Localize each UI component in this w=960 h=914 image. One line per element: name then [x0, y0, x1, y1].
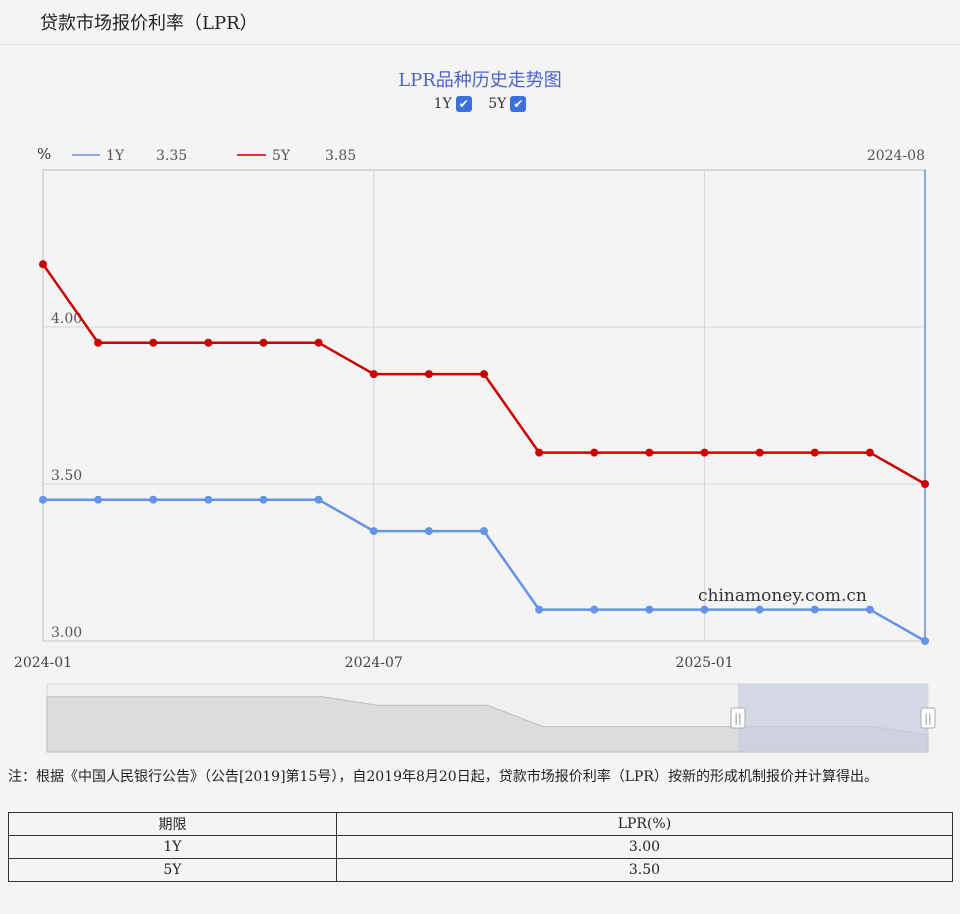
data-point-1y[interactable]: [645, 605, 654, 614]
series-line-1y: [43, 498, 926, 643]
data-point-1y[interactable]: [39, 495, 47, 504]
toggle-1y[interactable]: 1Y ✔: [434, 96, 472, 112]
series-layer: [39, 260, 929, 645]
data-point-1y[interactable]: [369, 527, 378, 536]
x-tick-label: 2024-07: [345, 655, 403, 671]
data-point-5y[interactable]: [590, 448, 599, 457]
data-point-5y[interactable]: [645, 448, 654, 457]
data-point-5y[interactable]: [700, 448, 709, 457]
data-point-1y[interactable]: [480, 527, 488, 536]
data-point-1y[interactable]: [94, 495, 103, 504]
cell-rate: 3.50: [335, 858, 954, 882]
checkbox-checked-icon[interactable]: ✔: [510, 96, 527, 112]
data-point-1y[interactable]: [590, 605, 599, 614]
line-chart[interactable]: % 1Y 3.35 5Y 3.85 2024-08 3.00 3.50 4.00 2…: [0, 0, 960, 760]
x-tick-label: 2024-01: [14, 655, 72, 671]
cell-term: 5Y: [8, 858, 337, 882]
data-point-5y[interactable]: [369, 370, 378, 379]
x-tick-label: 2025-01: [675, 655, 733, 671]
data-point-1y[interactable]: [259, 495, 268, 504]
data-point-1y[interactable]: [424, 527, 433, 536]
data-point-1y[interactable]: [921, 637, 929, 645]
footnote: 注：根据《中国人民银行公告》（公告[2019]第15号），自2019年8月20日…: [8, 769, 878, 785]
data-point-1y[interactable]: [204, 495, 213, 504]
data-point-5y[interactable]: [865, 448, 874, 457]
zoom-selection[interactable]: [738, 684, 928, 752]
data-point-5y[interactable]: [810, 448, 819, 457]
header-term: 期限: [8, 812, 337, 836]
legend-5y-name: 5Y: [272, 148, 291, 164]
table-row: 5Y 3.50: [8, 858, 954, 882]
data-point-5y[interactable]: [204, 338, 213, 347]
data-point-5y[interactable]: [755, 448, 764, 457]
watermark: chinamoney.com.cn: [698, 586, 867, 606]
data-point-5y[interactable]: [94, 338, 103, 347]
data-point-1y[interactable]: [314, 495, 323, 504]
grid: [43, 170, 925, 642]
data-point-5y[interactable]: [535, 448, 544, 457]
toggle-1y-label: 1Y: [433, 96, 452, 112]
data-point-1y[interactable]: [700, 605, 709, 614]
cell-term: 1Y: [8, 835, 337, 859]
plot-frame: [42, 169, 926, 642]
series-toggles: 1Y ✔ 5Y ✔: [0, 96, 960, 112]
zoom-handle-right[interactable]: [920, 707, 936, 729]
header-lpr: LPR(%): [335, 812, 954, 836]
data-point-1y[interactable]: [865, 605, 874, 614]
toggle-5y-label: 5Y: [488, 96, 507, 112]
y-tick-label: 3.00: [51, 625, 82, 641]
grip-icon: ||: [924, 712, 931, 726]
grip-icon: ||: [734, 712, 741, 726]
legend-5y-value: 3.85: [325, 148, 356, 164]
table-header-row: 期限 LPR(%): [8, 812, 954, 836]
data-point-1y[interactable]: [535, 605, 544, 614]
legend-1y-value: 3.35: [156, 148, 187, 164]
lpr-table: 期限 LPR(%) 1Y 3.00 5Y 3.50: [8, 812, 954, 882]
unit-label: %: [37, 145, 51, 163]
x-tick-labels: 2024-01 2024-07 2025-01: [14, 655, 734, 671]
data-point-1y[interactable]: [149, 495, 158, 504]
data-point-5y[interactable]: [480, 370, 488, 379]
data-point-1y[interactable]: [810, 605, 819, 614]
y-tick-label: 3.50: [51, 468, 82, 484]
table-row: 1Y 3.00: [8, 835, 954, 859]
data-point-1y[interactable]: [755, 605, 764, 614]
cell-rate: 3.00: [335, 835, 954, 859]
toggle-5y[interactable]: 5Y ✔: [488, 96, 527, 112]
chart-title: LPR品种历史走势图: [398, 70, 562, 91]
legend-1y-name: 1Y: [106, 148, 125, 164]
data-point-5y[interactable]: [149, 338, 158, 347]
data-point-5y[interactable]: [314, 338, 323, 347]
zoom-handle-left[interactable]: [730, 707, 746, 729]
cursor-date-label: 2024-08: [867, 148, 925, 164]
page-title: 贷款市场报价利率（LPR）: [40, 13, 258, 34]
data-point-5y[interactable]: [424, 370, 433, 379]
data-point-5y[interactable]: [39, 260, 47, 269]
y-tick-labels: 3.00 3.50 4.00: [51, 311, 82, 641]
checkbox-checked-icon[interactable]: ✔: [455, 96, 472, 112]
y-tick-label: 4.00: [51, 311, 82, 327]
page-header: 贷款市场报价利率（LPR）: [0, 0, 960, 45]
data-point-5y[interactable]: [259, 338, 268, 347]
data-point-5y[interactable]: [921, 480, 929, 488]
